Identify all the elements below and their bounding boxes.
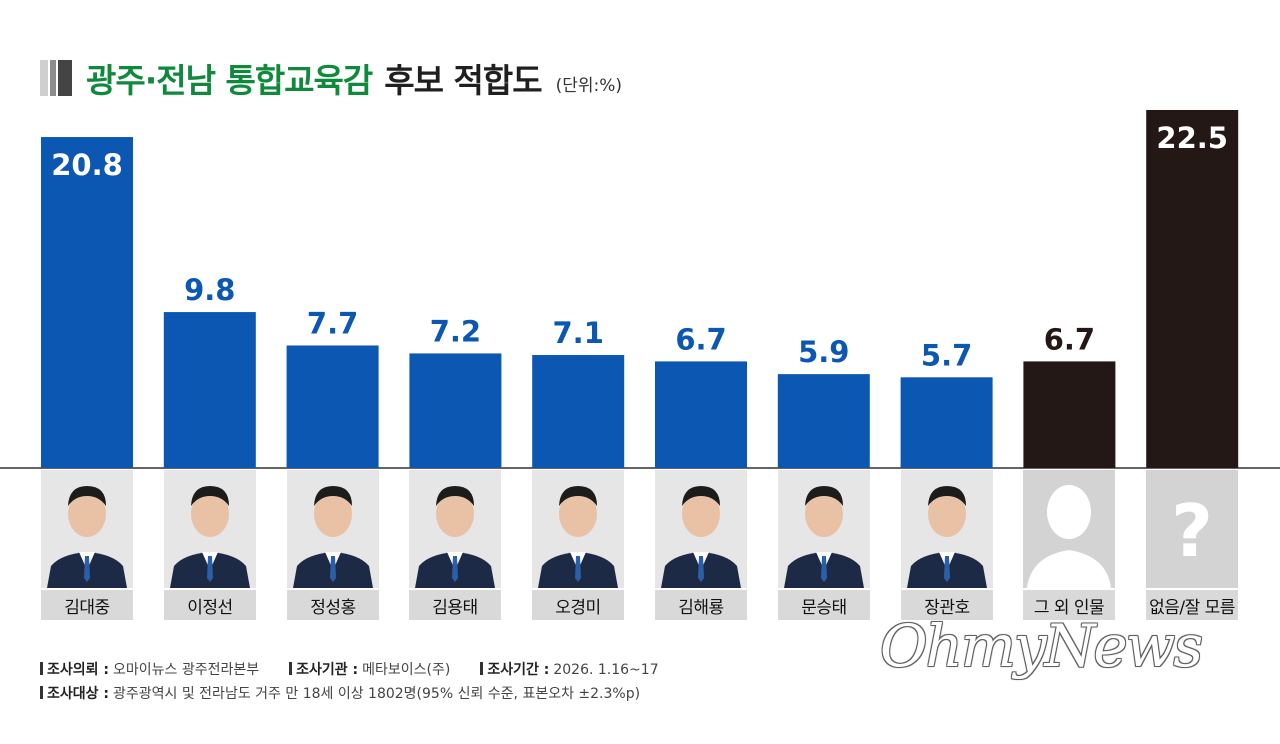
client-value: 오마이뉴스 광주전라본부 — [113, 662, 260, 678]
bar-1 — [41, 137, 133, 468]
category-label-7: 문승태 — [778, 590, 870, 620]
title-marker — [40, 60, 72, 96]
value-label-7: 5.9 — [798, 335, 849, 369]
value-label-5: 7.1 — [553, 316, 604, 350]
candidate-photo — [287, 470, 379, 588]
target-label: 조사대상 : — [40, 682, 109, 706]
value-label-6: 6.7 — [675, 322, 726, 356]
bar-chart: 20.8 9.8 7.7 7.2 7.1 6.7 5.9 5.7 6.7 22.5 — [0, 110, 1280, 469]
bar-9 — [1023, 361, 1116, 468]
value-label-4: 7.2 — [430, 314, 481, 348]
title-dark: 후보 적합도 — [384, 61, 542, 100]
value-label-2: 9.8 — [184, 273, 235, 307]
ohmynews-watermark: OhmyNews — [880, 612, 1203, 680]
title-green: 광주·전남 통합교육감 — [86, 61, 373, 100]
value-label-10: 22.5 — [1156, 121, 1228, 155]
silhouette-icon — [1023, 470, 1115, 588]
bar-5 — [532, 355, 625, 468]
bar-2 — [163, 312, 256, 468]
agency-label: 조사기관 : — [289, 658, 358, 682]
category-label-3: 정성홍 — [287, 590, 379, 620]
bar-10 — [1146, 110, 1239, 468]
candidate-photo — [41, 470, 133, 588]
client-label: 조사의뢰 : — [40, 658, 109, 682]
category-label-9: 그 외 인물 — [1023, 590, 1115, 620]
candidate-photo — [901, 470, 993, 588]
value-label-9: 6.7 — [1044, 322, 1095, 356]
question-mark-icon: ? — [1146, 470, 1238, 588]
category-label-4: 김용태 — [409, 590, 501, 620]
bar-3 — [286, 345, 379, 468]
unit-label: (단위:%) — [555, 75, 622, 96]
chart-title: 광주·전남 통합교육감 후보 적합도 (단위:%) — [40, 56, 622, 100]
bar-6 — [655, 361, 747, 468]
survey-footer: 조사의뢰 : 오마이뉴스 광주전라본부 조사기관 : 메타보이스(주) 조사기간… — [40, 658, 689, 706]
candidate-photo — [778, 470, 870, 588]
candidate-photo — [655, 470, 747, 588]
bar-4 — [409, 353, 502, 468]
category-label-8: 장관호 — [901, 590, 993, 620]
target-value: 광주광역시 및 전라남도 거주 만 18세 이상 1802명(95% 신뢰 수준… — [113, 686, 641, 702]
agency-value: 메타보이스(주) — [362, 662, 451, 678]
candidate-photo — [532, 470, 624, 588]
category-label-6: 김해룡 — [655, 590, 747, 620]
value-label-3: 7.7 — [307, 306, 358, 340]
value-label-8: 5.7 — [921, 338, 972, 372]
period-value: 2026. 1.16~17 — [553, 662, 659, 678]
bar-8 — [900, 377, 993, 468]
category-label-2: 이정선 — [164, 590, 256, 620]
bar-7 — [777, 374, 870, 468]
candidate-photo — [164, 470, 256, 588]
value-label-1: 20.8 — [51, 148, 123, 182]
category-label-1: 김대중 — [41, 590, 133, 620]
candidate-photo — [409, 470, 501, 588]
period-label: 조사기간 : — [480, 658, 549, 682]
category-label-5: 오경미 — [532, 590, 624, 620]
category-label-10: 없음/잘 모름 — [1146, 590, 1238, 620]
svg-text:?: ? — [1171, 489, 1213, 573]
